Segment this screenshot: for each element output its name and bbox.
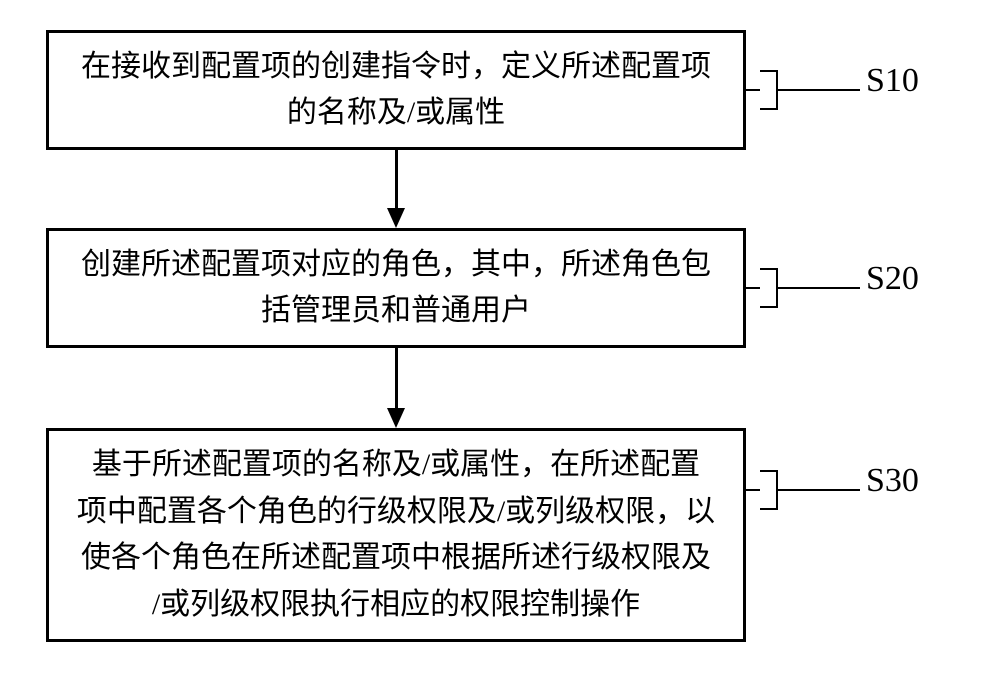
label-connector-s20 [778, 287, 860, 289]
arrow-down-icon [387, 408, 405, 428]
flowchart-step-s30: 基于所述配置项的名称及/或属性，在所述配置 项中配置各个角色的行级权限及/或列级… [46, 428, 746, 642]
label-connector-s10 [778, 89, 860, 91]
label-connector-s30 [746, 489, 760, 491]
step-s20-label: S20 [866, 260, 919, 298]
label-connector-s30 [760, 470, 778, 510]
step-s10-text: 在接收到配置项的创建指令时，定义所述配置项 的名称及/或属性 [81, 44, 711, 137]
flowchart-step-s20: 创建所述配置项对应的角色，其中，所述角色包 括管理员和普通用户 [46, 228, 746, 348]
step-s30-text: 基于所述配置项的名称及/或属性，在所述配置 项中配置各个角色的行级权限及/或列级… [77, 442, 715, 628]
flowchart-step-s10: 在接收到配置项的创建指令时，定义所述配置项 的名称及/或属性 [46, 30, 746, 150]
step-s20-text: 创建所述配置项对应的角色，其中，所述角色包 括管理员和普通用户 [81, 242, 711, 335]
arrow-s10-to-s20 [395, 150, 398, 208]
step-s30-label: S30 [866, 462, 919, 500]
label-connector-s20 [760, 268, 778, 308]
label-connector-s30 [778, 489, 860, 491]
label-connector-s10 [760, 70, 778, 110]
step-s10-label: S10 [866, 62, 919, 100]
label-connector-s20 [746, 287, 760, 289]
arrow-down-icon [387, 208, 405, 228]
label-connector-s10 [746, 89, 760, 91]
arrow-s20-to-s30 [395, 348, 398, 408]
flowchart-canvas: 在接收到配置项的创建指令时，定义所述配置项 的名称及/或属性 S10 创建所述配… [0, 0, 1000, 674]
